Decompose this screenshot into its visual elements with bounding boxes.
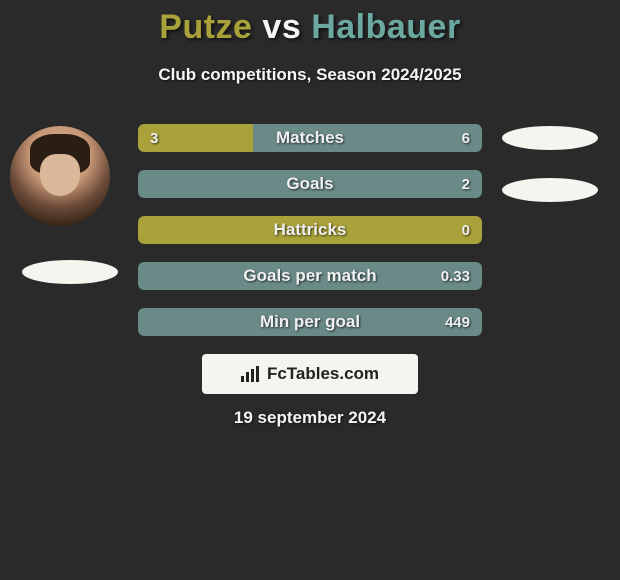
chart-icon [241, 366, 261, 382]
stat-bar: Hattricks0 [138, 216, 482, 244]
player2-avatar-placeholder [502, 126, 598, 150]
bar-label: Matches [138, 124, 482, 152]
bar-value-right: 0 [462, 216, 470, 244]
bar-label: Hattricks [138, 216, 482, 244]
player2-team-badge [502, 178, 598, 202]
stat-bar: Goals per match0.33 [138, 262, 482, 290]
bar-label: Goals [138, 170, 482, 198]
comparison-card: Putze vs Halbauer Club competitions, Sea… [0, 0, 620, 580]
source-logo: FcTables.com [202, 354, 418, 394]
player1-team-badge [22, 260, 118, 284]
bar-label: Min per goal [138, 308, 482, 336]
player1-name: Putze [159, 8, 252, 46]
bar-value-right: 2 [462, 170, 470, 198]
bar-value-right: 6 [462, 124, 470, 152]
player2-name: Halbauer [311, 8, 461, 46]
page-title: Putze vs Halbauer [0, 0, 620, 47]
date-text: 19 september 2024 [0, 408, 620, 428]
stat-bar: Goals2 [138, 170, 482, 198]
source-logo-text: FcTables.com [267, 364, 379, 384]
bar-value-right: 0.33 [441, 262, 470, 290]
stat-bar: 3Matches6 [138, 124, 482, 152]
bar-value-right: 449 [445, 308, 470, 336]
stat-bars: 3Matches6 Goals2 Hattricks0 Goals per match… [138, 124, 482, 354]
vs-text: vs [262, 8, 301, 46]
bar-label: Goals per match [138, 262, 482, 290]
subtitle: Club competitions, Season 2024/2025 [0, 65, 620, 85]
player1-avatar [10, 126, 110, 226]
stat-bar: Min per goal449 [138, 308, 482, 336]
